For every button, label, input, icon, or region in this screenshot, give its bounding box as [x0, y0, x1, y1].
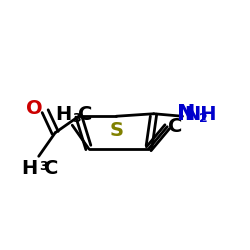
- Text: O: O: [26, 99, 42, 118]
- Text: S: S: [109, 121, 123, 140]
- Text: 3: 3: [39, 160, 47, 172]
- Text: N: N: [177, 104, 196, 124]
- Text: 3: 3: [72, 112, 81, 125]
- Text: C: C: [168, 117, 183, 136]
- Text: 2: 2: [199, 112, 208, 125]
- Text: H: H: [21, 159, 38, 178]
- Text: C: C: [78, 105, 92, 124]
- Text: H: H: [55, 105, 71, 124]
- Text: C: C: [44, 159, 58, 178]
- Text: NH: NH: [184, 106, 217, 124]
